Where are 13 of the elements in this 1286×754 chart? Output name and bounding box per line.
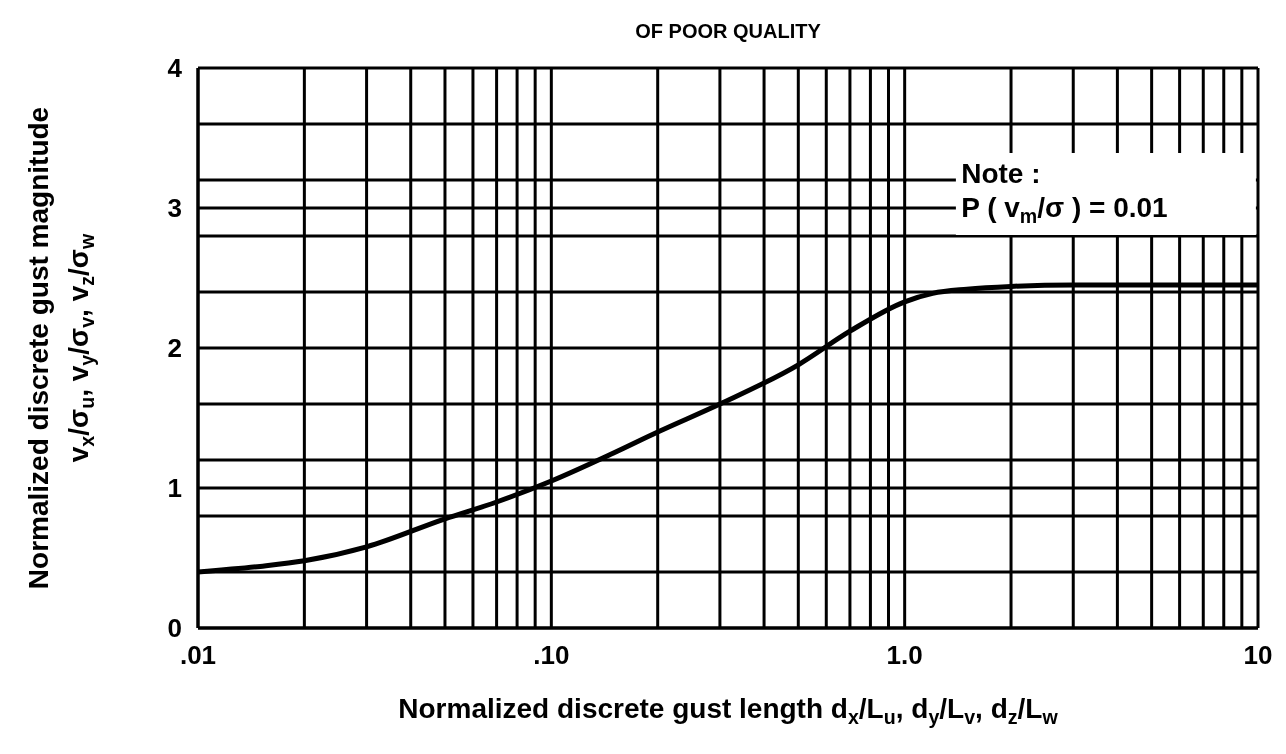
y-tick-label: 3 <box>167 193 182 224</box>
y-tick-label: 0 <box>167 613 182 644</box>
y-tick-label: 1 <box>167 473 182 504</box>
y-tick-label: 2 <box>167 333 182 364</box>
text: Normalized discrete gust length d$_{x}$/L$_{u}$, d$_{y}$/L$_{v}$, d$_{z}$/L$_{w}$ <box>398 693 1058 728</box>
x-tick-label: 1.0 <box>886 640 923 671</box>
y-tick-label: 4 <box>167 53 183 84</box>
annotation: P ( v$_{m}$/σ ) = 0.01 <box>961 192 1168 227</box>
x-tick-label: .10 <box>533 640 570 671</box>
annotation: Note : <box>961 158 1041 189</box>
x-tick-label: 10 <box>1243 640 1273 671</box>
x-tick-label: .01 <box>179 640 217 671</box>
text: OF POOR QUALITY <box>635 20 822 42</box>
